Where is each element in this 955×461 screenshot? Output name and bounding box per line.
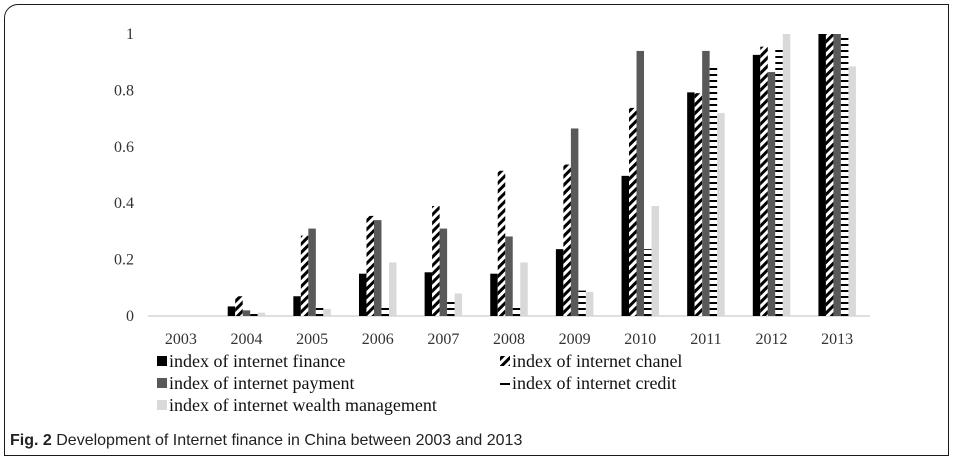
bar: [782, 34, 791, 316]
legend-label: index of internet chanel: [512, 351, 682, 371]
bar: [512, 306, 521, 316]
figure-caption: Fig. 2 Development of Internet finance i…: [10, 428, 940, 454]
bar: [694, 93, 703, 316]
x-tick-label: 2005: [296, 331, 328, 348]
bar: [293, 296, 301, 316]
bar: [520, 262, 528, 316]
legend: index of internet finance index of intern…: [157, 351, 682, 415]
bar: [833, 34, 841, 316]
bar: [775, 48, 783, 316]
bar: [242, 310, 251, 316]
y-tick-label: 0: [126, 308, 134, 325]
bar: [300, 235, 309, 316]
x-tick-label: 2012: [756, 331, 788, 348]
legend-swatch: [157, 400, 167, 410]
legend-swatch: [500, 356, 510, 366]
x-tick-label: 2010: [624, 331, 656, 348]
y-tick-label: 0.2: [114, 252, 134, 269]
bar: [636, 50, 645, 317]
bar: [439, 228, 448, 316]
bar: [250, 313, 258, 316]
bar: [227, 306, 236, 316]
legend-label: index of internet credit: [512, 373, 676, 393]
x-axis-ticks: 2003 2004 2005 2006 2007 2008 2009 2010 2011 2012…: [165, 331, 853, 348]
bar: [381, 306, 389, 316]
y-tick-label: 1: [126, 26, 134, 43]
bar: [570, 128, 579, 316]
bar: [505, 236, 513, 316]
bar: [308, 228, 316, 316]
legend-label: index of internet finance: [169, 351, 345, 371]
y-axis-ticks: 0 0.2 0.4 0.6 0.8 1: [114, 26, 134, 325]
figure-caption-text: Development of Internet finance in China…: [56, 432, 523, 449]
bar: [687, 92, 695, 317]
legend-swatch: [157, 378, 167, 388]
bar: [315, 306, 324, 316]
bar: [323, 308, 331, 316]
bar: [651, 206, 660, 316]
y-tick-label: 0.6: [114, 139, 134, 156]
bar: [555, 249, 564, 316]
bars: [227, 34, 856, 317]
legend-label: index of internet wealth management: [169, 395, 437, 415]
bar: [702, 50, 710, 317]
x-tick-label: 2011: [690, 331, 721, 348]
bar: [629, 107, 637, 316]
bar: [454, 293, 463, 316]
bar: [825, 34, 834, 316]
bar: [373, 220, 382, 316]
legend-label: index of internet payment: [169, 373, 354, 393]
bar: [388, 262, 397, 316]
bar: [644, 249, 652, 316]
bar: [497, 170, 506, 316]
figure-label: Fig. 2: [10, 432, 52, 449]
bar: [257, 312, 266, 316]
bar: [752, 54, 761, 316]
x-tick-label: 2007: [427, 331, 459, 348]
x-tick-label: 2006: [362, 331, 394, 348]
bar: [709, 65, 718, 316]
y-tick-label: 0.4: [114, 195, 134, 212]
bar: [578, 290, 586, 316]
x-tick-label: 2013: [821, 331, 853, 348]
bar: [366, 215, 374, 316]
legend-swatch: [157, 356, 167, 366]
bar: [358, 273, 367, 316]
bar: [563, 164, 571, 316]
x-tick-label: 2004: [230, 331, 262, 348]
bar: [585, 292, 594, 316]
bar: [767, 72, 776, 316]
y-tick-label: 0.8: [114, 82, 134, 99]
bar: [447, 299, 455, 316]
bar: [717, 112, 725, 317]
bar: [818, 34, 826, 316]
bar: [840, 34, 849, 316]
bar: [848, 66, 856, 317]
bar: [621, 175, 630, 316]
bar: [490, 273, 498, 316]
bar: [424, 272, 433, 316]
bar: [235, 296, 243, 316]
bar: [432, 206, 440, 316]
x-tick-label: 2003: [165, 331, 197, 348]
x-tick-label: 2009: [559, 331, 591, 348]
legend-swatch: [500, 383, 510, 385]
bar: [760, 46, 768, 316]
x-tick-label: 2008: [493, 331, 525, 348]
